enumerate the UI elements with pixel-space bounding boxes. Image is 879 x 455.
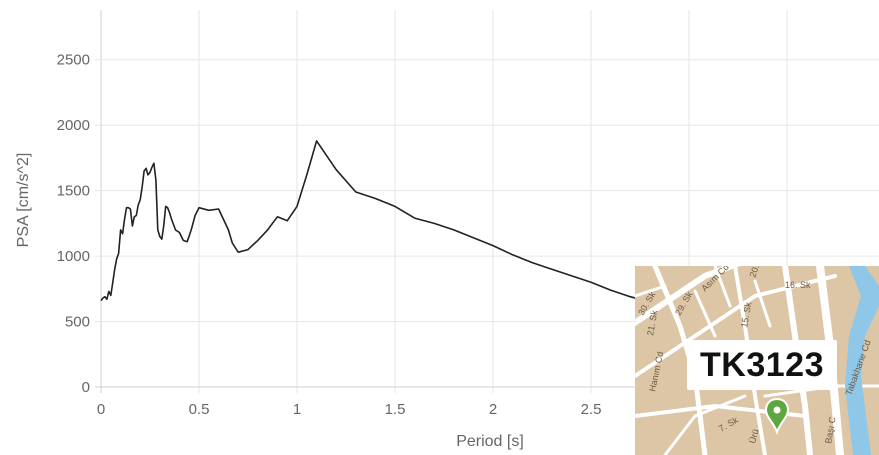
series-layer (100, 140, 641, 302)
x-tick-label: 1 (293, 401, 301, 418)
street-label: 15. Sk (739, 301, 753, 328)
x-tick-label: 2.5 (581, 401, 602, 418)
y-tick-label: 500 (65, 314, 90, 331)
x-tick-label: 0.5 (189, 401, 210, 418)
street-label: 20. Sk (747, 266, 765, 279)
y-axis-title: PSA [cm/s^2] (15, 153, 32, 248)
map-tiles: Asım Cd 16. Sk 20. Sk 30. Sk 29. Sk 15. … (635, 266, 879, 455)
x-axis-title: Period [s] (456, 433, 524, 450)
location-pin-icon[interactable] (764, 397, 790, 436)
y-tick-label: 1500 (57, 183, 90, 200)
street-label: 16. Sk (785, 280, 811, 290)
river (845, 266, 879, 455)
street-label: Başı C (823, 416, 838, 445)
y-tick-label: 2500 (57, 52, 90, 69)
street-label: 21. Sk (645, 309, 659, 336)
x-tick-label: 0 (97, 401, 105, 418)
x-tick-label: 1.5 (385, 401, 406, 418)
y-tick-label: 1000 (57, 248, 90, 265)
station-map-inset[interactable]: Asım Cd 16. Sk 20. Sk 30. Sk 29. Sk 15. … (635, 266, 879, 455)
y-tick-label: 0 (82, 379, 90, 396)
street-label: Hanım Cd (647, 351, 665, 393)
station-id-label: TK3123 (687, 340, 837, 390)
tick-layer: 0 500 1000 1500 2000 2500 0 0.5 1 1.5 2 2.5 (57, 52, 602, 418)
y-tick-label: 2000 (57, 117, 90, 134)
x-tick-label: 2 (489, 401, 497, 418)
street-label: Ürü (747, 428, 760, 445)
psa-series-line (100, 140, 641, 302)
street-label: 7. Sk (717, 415, 740, 434)
